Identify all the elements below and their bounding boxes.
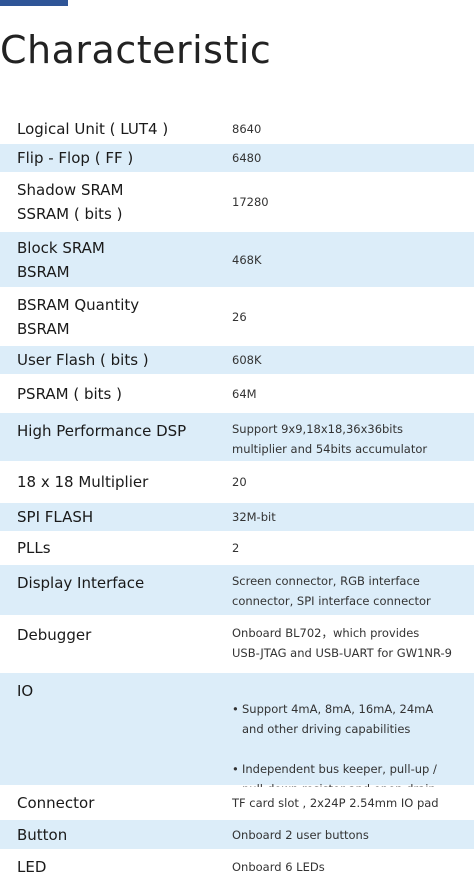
spec-label: Display Interface: [17, 574, 145, 592]
spec-label: SPI FLASH: [17, 508, 94, 526]
spec-table: Logical Unit ( LUT4 ) 8640 Flip - Flop (…: [0, 116, 474, 885]
table-row: Button Onboard 2 user buttons: [0, 820, 474, 851]
spec-value: 26: [232, 309, 247, 324]
table-row: Connector TF card slot , 2x24P 2.54mm IO…: [0, 787, 474, 820]
table-row: Logical Unit ( LUT4 ) 8640: [0, 116, 474, 144]
spec-label: Connector: [17, 793, 95, 812]
top-accent-bar: [0, 0, 68, 6]
table-row: Flip - Flop ( FF ) 6480: [0, 144, 474, 174]
spec-value: 64M: [232, 386, 257, 401]
spec-value: 468K: [232, 252, 262, 267]
spec-value: 20: [232, 475, 247, 489]
io-bullet-text: Support 4mA, 8mA, 16mA, 24mA and other d…: [242, 702, 434, 736]
table-row: User Flash ( bits ) 608K: [0, 346, 474, 376]
table-row: PLLs 2: [0, 533, 474, 565]
table-row: PSRAM ( bits ) 64M: [0, 376, 474, 413]
spec-label: High Performance DSP: [17, 422, 187, 440]
spec-label: Shadow SRAM SSRAM ( bits ): [17, 181, 124, 223]
spec-label: BSRAM Quantity BSRAM: [17, 295, 140, 338]
bullet-icon: •: [232, 762, 239, 776]
list-item: • Support 4mA, 8mA, 16mA, 24mA and other …: [232, 699, 468, 739]
spec-label: LED: [17, 858, 47, 876]
spec-value: 6480: [232, 151, 262, 165]
spec-value: 2: [232, 541, 240, 555]
spec-label: Block SRAM BSRAM: [17, 238, 105, 281]
spec-value-list: • Support 4mA, 8mA, 16mA, 24mA and other …: [232, 673, 474, 836]
spec-value: 17280: [232, 195, 269, 209]
spec-value: Onboard BL702，which provides USB-JTAG an…: [232, 626, 452, 660]
spec-value: Onboard 2 user buttons: [232, 827, 369, 842]
table-row: Display Interface Screen connector, RGB …: [0, 565, 474, 617]
page-title: Characteristic: [0, 28, 272, 72]
table-row: 18 x 18 Multiplier 20: [0, 463, 474, 503]
spec-label: PLLs: [17, 539, 51, 557]
spec-label: IO: [17, 682, 34, 700]
spec-value: 8640: [232, 122, 262, 136]
spec-label: PSRAM ( bits ): [17, 384, 122, 403]
spec-label: 18 x 18 Multiplier: [17, 473, 149, 491]
spec-value: Support 9x9,18x18,36x36bits multiplier a…: [232, 422, 428, 456]
table-row: SPI FLASH 32M-bit: [0, 503, 474, 533]
spec-value: 32M-bit: [232, 510, 276, 524]
spec-value: Screen connector, RGB interface connecto…: [232, 574, 431, 608]
spec-value: TF card slot , 2x24P 2.54mm IO pad: [232, 795, 439, 810]
spec-label: Flip - Flop ( FF ): [17, 149, 134, 167]
spec-value: 608K: [232, 353, 262, 367]
spec-label: Button: [17, 825, 68, 844]
spec-label: Logical Unit ( LUT4 ): [17, 120, 169, 138]
bullet-icon: •: [232, 702, 239, 716]
table-row: Shadow SRAM SSRAM ( bits ) 17280: [0, 174, 474, 232]
spec-label: User Flash ( bits ): [17, 351, 149, 369]
table-row: High Performance DSP Support 9x9,18x18,3…: [0, 413, 474, 463]
table-row: IO • Support 4mA, 8mA, 16mA, 24mA and oth…: [0, 673, 474, 836]
table-row: LED Onboard 6 LEDs: [0, 851, 474, 885]
table-row: Block SRAM BSRAM 468K: [0, 232, 474, 289]
table-row: Debugger Onboard BL702，which provides US…: [0, 617, 474, 673]
table-row: BSRAM Quantity BSRAM 26: [0, 289, 474, 346]
spec-label: Debugger: [17, 626, 92, 644]
spec-value: Onboard 6 LEDs: [232, 860, 325, 874]
